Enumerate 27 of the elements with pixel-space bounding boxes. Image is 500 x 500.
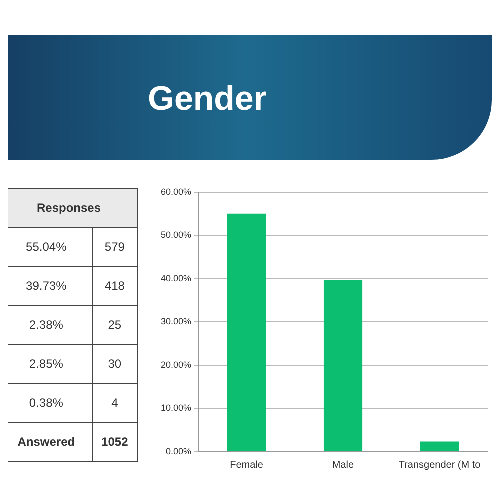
y-tick-label: 30.00%	[160, 316, 192, 327]
bar	[227, 214, 266, 452]
y-tick-label: 10.00%	[160, 403, 192, 414]
x-tick-label: Transgender (M to	[398, 460, 482, 471]
text: 2.85%	[28, 356, 64, 373]
x-tick-label: Female	[230, 460, 264, 471]
text: 0.38%	[28, 395, 64, 412]
bar	[324, 280, 363, 452]
text: 30	[92, 344, 138, 384]
bar	[420, 442, 460, 452]
text: 579	[92, 228, 138, 266]
text: 25	[92, 306, 138, 344]
text: 418	[92, 266, 138, 306]
y-tick-label: 20.00%	[160, 360, 192, 370]
y-tick-label: 50.00%	[160, 230, 192, 240]
y-tick-label: 40.00%	[160, 273, 192, 284]
text: 39.73%	[25, 278, 68, 295]
text: 2.38%	[28, 317, 64, 334]
text: Answered	[16, 434, 76, 451]
text: 1052	[92, 422, 138, 462]
x-tick-label: Male	[332, 460, 355, 471]
text: 4	[92, 384, 138, 422]
y-tick-label: 60.00%	[160, 186, 192, 197]
chart-title: Gender	[148, 80, 268, 119]
text: 55.04%	[25, 239, 68, 256]
y-tick-label: 0.00%	[166, 446, 192, 456]
text: Responses	[36, 200, 102, 217]
